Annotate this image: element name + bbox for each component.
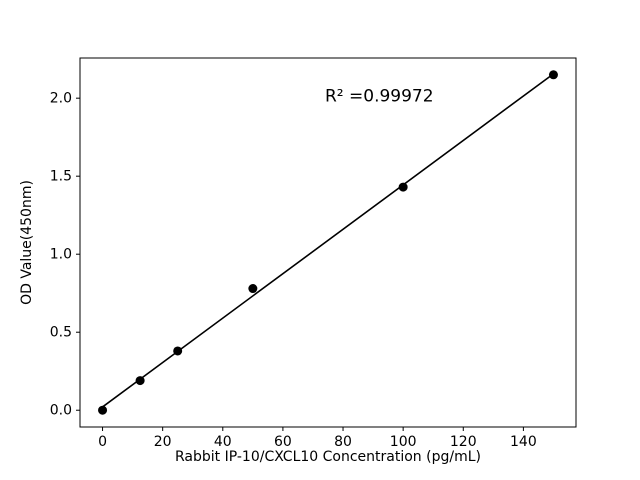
y-tick-label: 0.0 <box>50 403 72 419</box>
x-axis-label: Rabbit IP-10/CXCL10 Concentration (pg/mL… <box>175 449 481 465</box>
data-point <box>98 405 108 415</box>
x-tick-label: 80 <box>334 434 352 450</box>
y-tick-label: 1.0 <box>50 247 72 263</box>
y-tick-label: 0.5 <box>50 325 72 341</box>
r-squared-annotation: R² =0.99972 <box>325 86 434 106</box>
x-tick-label: 40 <box>214 434 232 450</box>
x-tick-label: 0 <box>98 434 107 450</box>
x-tick-label: 140 <box>510 434 537 450</box>
y-tick-label: 1.5 <box>50 169 72 185</box>
x-tick-label: 60 <box>274 434 292 450</box>
data-point <box>398 182 408 192</box>
data-point <box>248 284 258 294</box>
x-tick-label: 100 <box>390 434 417 450</box>
axes-frame <box>79 57 577 428</box>
data-point <box>173 346 183 356</box>
data-point <box>548 70 558 80</box>
x-tick-label: 20 <box>154 434 172 450</box>
y-tick-label: 2.0 <box>50 91 72 107</box>
x-tick-label: 120 <box>450 434 477 450</box>
y-axis-label: OD Value(450nm) <box>19 180 35 305</box>
data-point <box>135 376 145 386</box>
